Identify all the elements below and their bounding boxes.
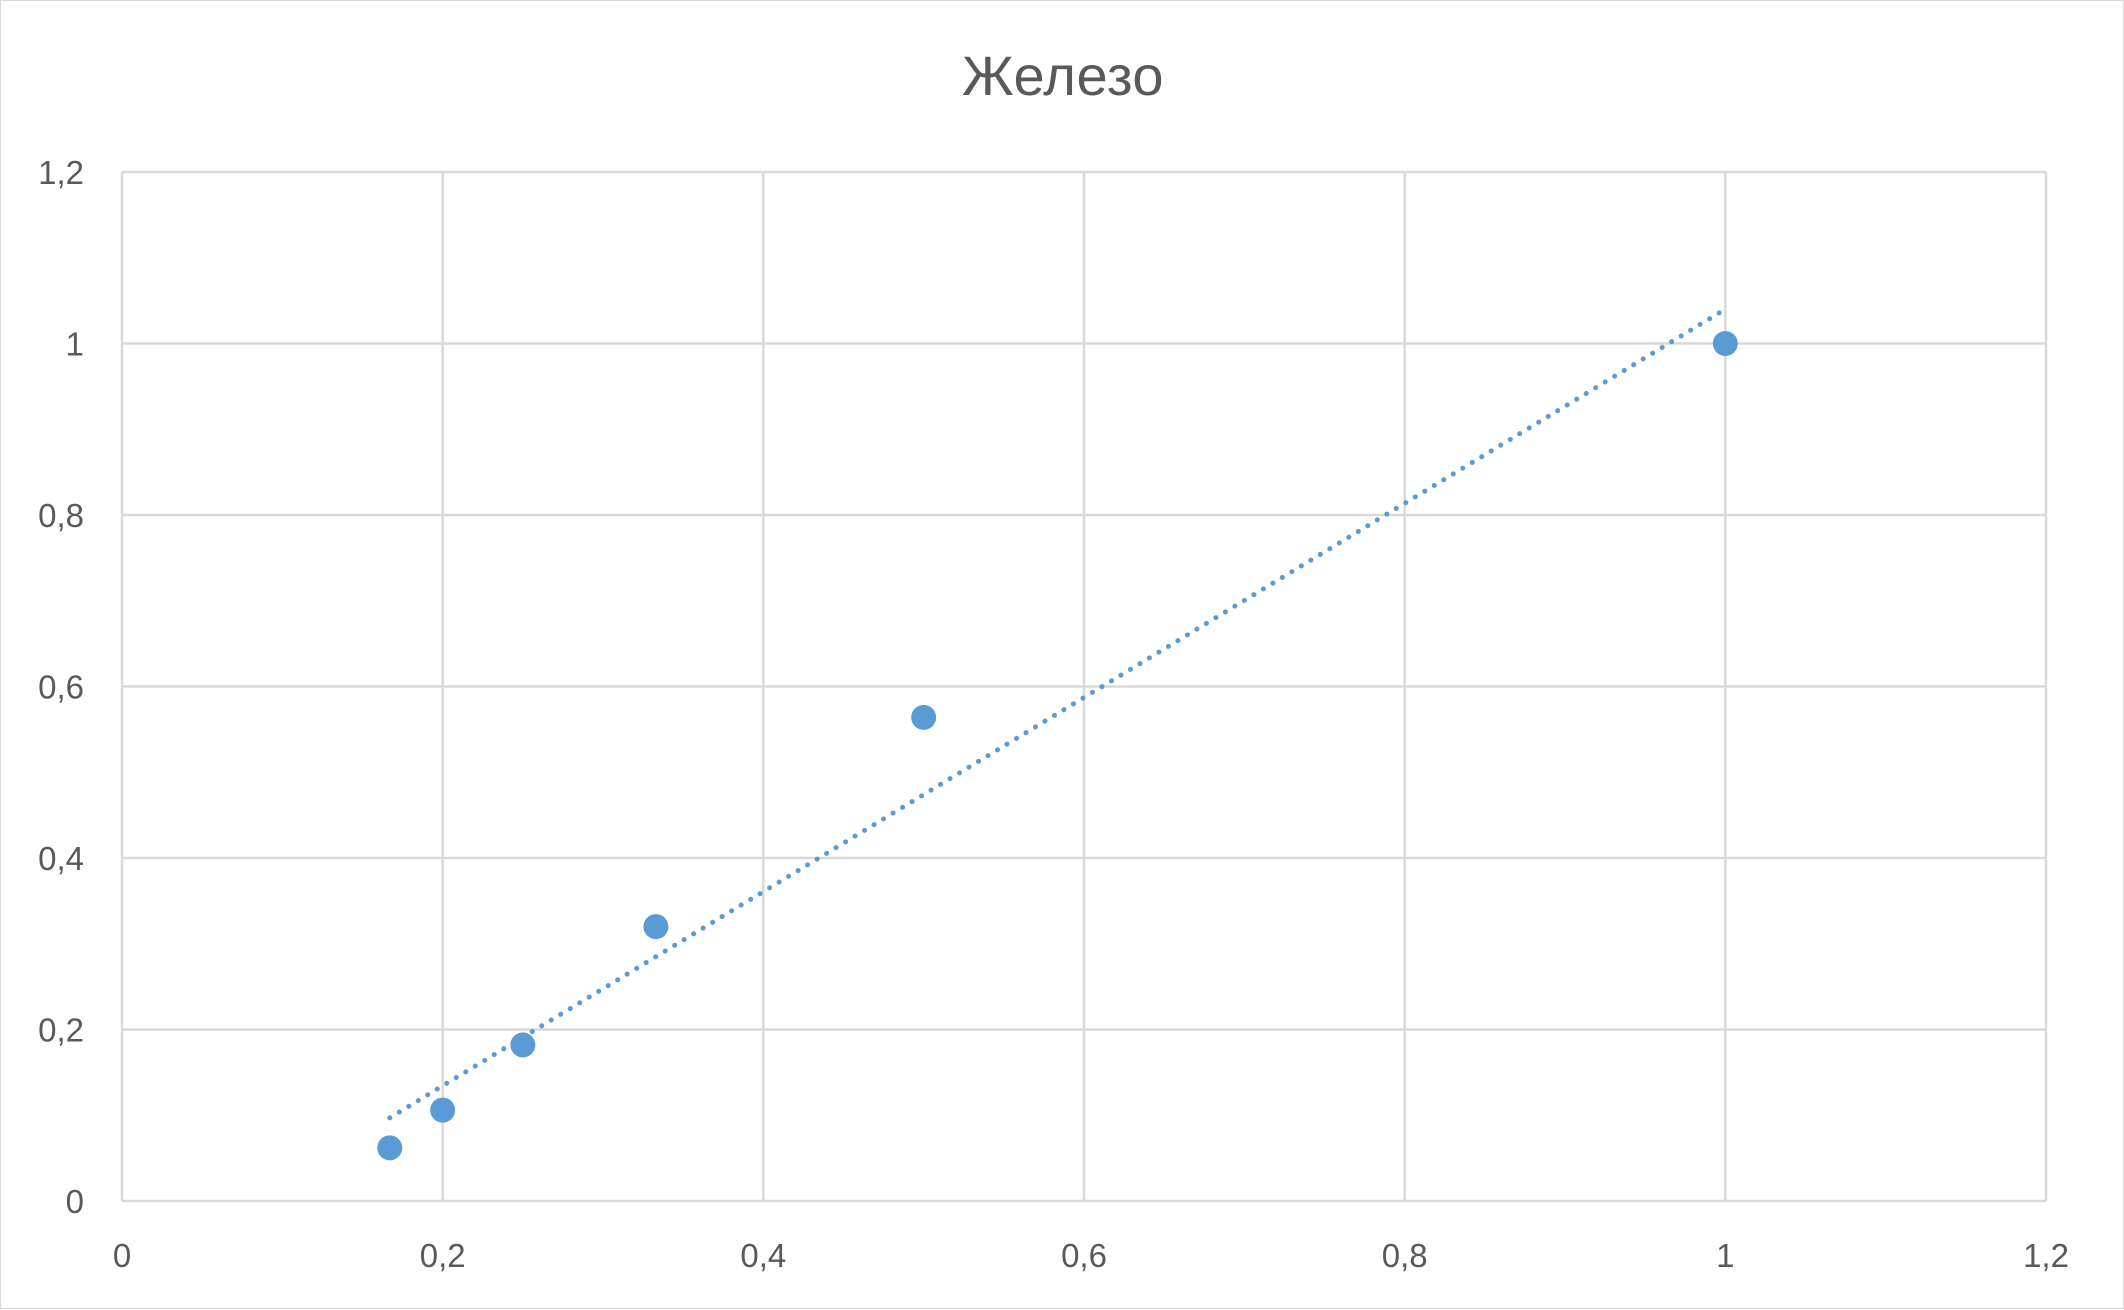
x-tick-label-5: 1 — [1716, 1237, 1734, 1274]
data-point-0-2 — [510, 1032, 536, 1058]
y-tick-label-4: 0,8 — [38, 497, 84, 534]
data-point-0-3 — [643, 914, 669, 940]
chart-title: Железо — [961, 44, 1165, 107]
trendline — [387, 306, 1728, 1121]
y-axis-ticks: 0 0,2 0,4 0,6 0,8 1 1,2 — [38, 154, 84, 1220]
data-point-0-4 — [911, 704, 937, 730]
y-tick-label-6: 1,2 — [38, 154, 84, 191]
gridlines — [120, 170, 2048, 1203]
x-tick-label-6: 1,2 — [2023, 1237, 2069, 1274]
x-tick-label-1: 0,2 — [420, 1237, 466, 1274]
y-tick-label-5: 1 — [66, 326, 84, 363]
data-point-0-5 — [1712, 331, 1738, 356]
x-tick-label-4: 0,8 — [1382, 1237, 1428, 1274]
x-axis-ticks: 0 0,2 0,4 0,6 0,8 1 1,2 — [113, 1237, 2069, 1274]
y-tick-label-3: 0,6 — [38, 669, 84, 706]
x-tick-label-3: 0,6 — [1061, 1237, 1107, 1274]
x-tick-label-2: 0,4 — [740, 1237, 786, 1274]
data-points — [377, 331, 1738, 1161]
y-tick-label-2: 0,4 — [38, 840, 84, 877]
x-tick-label-0: 0 — [113, 1237, 131, 1274]
data-point-0-0 — [377, 1135, 403, 1161]
y-tick-label-0: 0 — [66, 1183, 84, 1220]
data-point-0-1 — [430, 1097, 456, 1123]
y-tick-label-1: 0,2 — [38, 1012, 84, 1049]
trendline-group — [387, 306, 1728, 1121]
